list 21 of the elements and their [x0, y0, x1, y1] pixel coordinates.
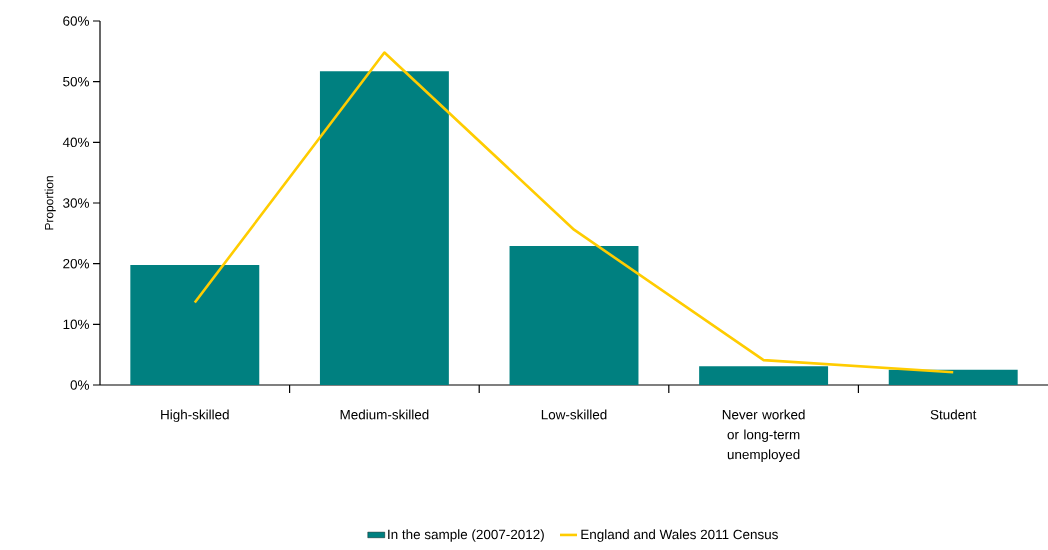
y-tick-label: 0% — [70, 380, 89, 390]
line-series — [193, 51, 955, 374]
bar — [130, 264, 260, 385]
x-tick-label: Low-skilled — [541, 409, 607, 420]
legend-label: In the sample (2007-2012) — [388, 529, 544, 542]
y-tick-label: 30% — [63, 198, 89, 208]
y-tick-label: 20% — [63, 258, 89, 269]
y-tick-label: 40% — [62, 137, 89, 148]
bar — [319, 71, 449, 385]
x-tick-label: Student — [930, 409, 977, 420]
bar — [699, 366, 829, 385]
y-tick-label: 10% — [63, 319, 89, 330]
bar — [509, 246, 639, 385]
y-axis-title: Proportion — [44, 176, 56, 230]
x-tick-label: Never worked or long-term unemployed — [722, 409, 805, 462]
x-tick-label: Medium-skilled — [340, 409, 429, 420]
bar — [888, 369, 1018, 385]
y-tick-label: 60% — [63, 16, 89, 26]
legend-label: England and Wales 2011 Census — [581, 529, 778, 542]
y-tick-label: 50% — [63, 76, 89, 87]
x-tick-label: High-skilled — [161, 409, 229, 423]
